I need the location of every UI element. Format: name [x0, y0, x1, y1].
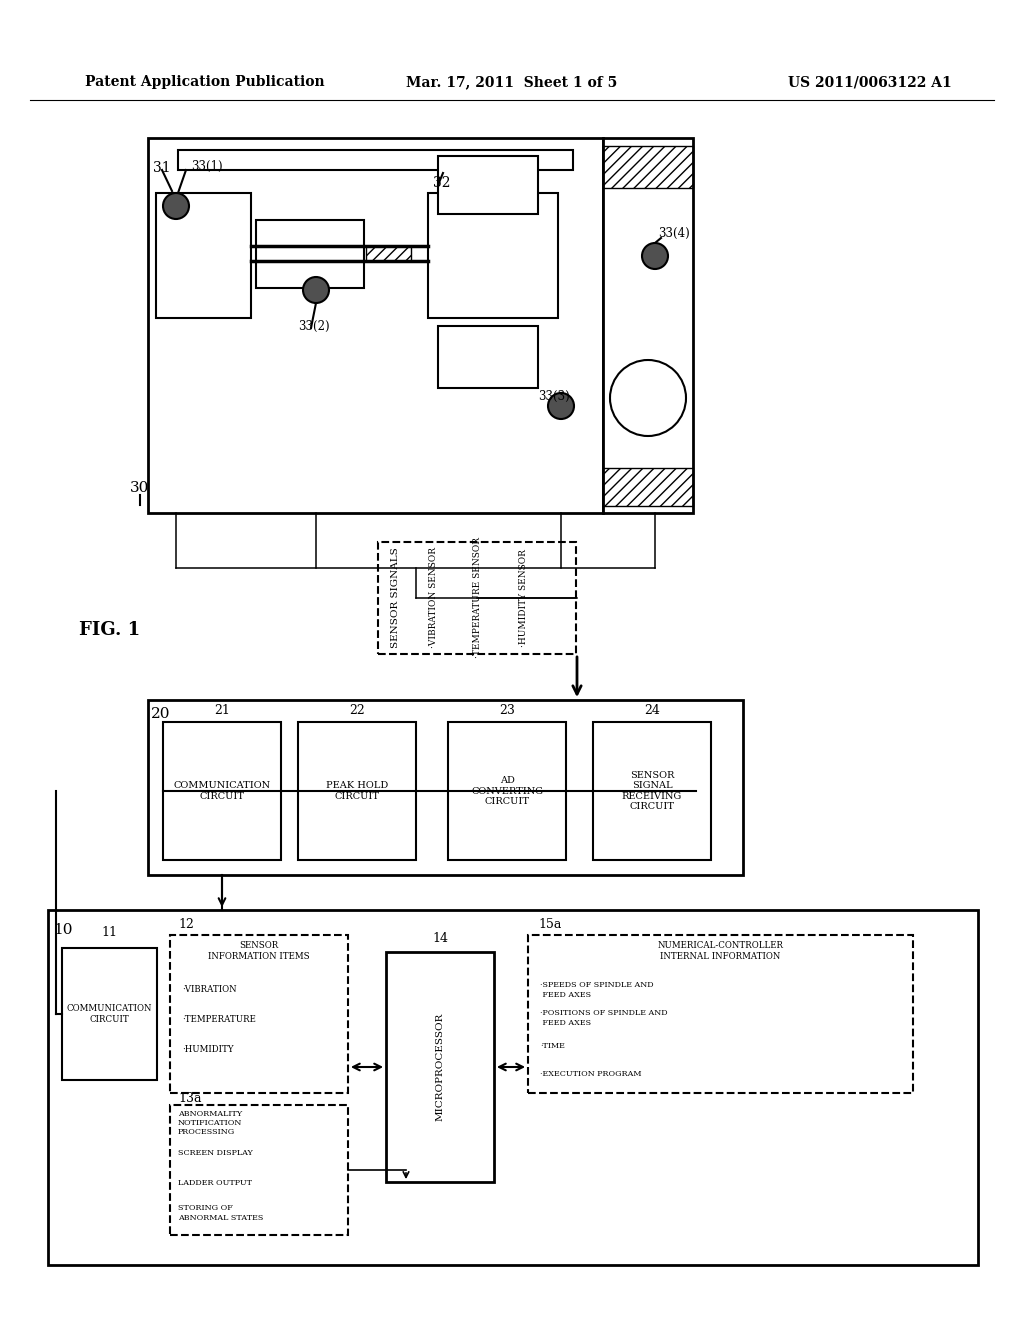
Bar	[603, 139, 693, 513]
Text: ·VIBRATION SENSOR: ·VIBRATION SENSOR	[428, 548, 437, 648]
Text: 30: 30	[130, 480, 150, 495]
Text: US 2011/0063122 A1: US 2011/0063122 A1	[788, 75, 952, 88]
Text: SCREEN DISPLAY: SCREEN DISPLAY	[178, 1148, 253, 1158]
Bar	[298, 722, 416, 861]
Bar	[603, 469, 693, 506]
Bar	[378, 543, 575, 653]
Text: 21: 21	[214, 704, 230, 717]
Text: COMMUNICATION
CIRCUIT: COMMUNICATION CIRCUIT	[173, 781, 270, 801]
Text: ·TEMPERATURE: ·TEMPERATURE	[182, 1015, 256, 1024]
Circle shape	[642, 243, 668, 269]
Text: STORING OF
ABNORMAL STATES: STORING OF ABNORMAL STATES	[178, 1204, 263, 1221]
Bar	[62, 948, 157, 1080]
Circle shape	[548, 393, 574, 418]
Text: SENSOR
INFORMATION ITEMS: SENSOR INFORMATION ITEMS	[208, 941, 310, 961]
Text: ·HUMIDITY SENSOR: ·HUMIDITY SENSOR	[518, 549, 527, 647]
Text: 33(1): 33(1)	[191, 160, 222, 173]
Text: 31: 31	[153, 161, 171, 176]
Bar	[428, 193, 558, 318]
Bar	[170, 1105, 348, 1236]
Text: ·HUMIDITY: ·HUMIDITY	[182, 1045, 233, 1055]
Text: 13a: 13a	[178, 1092, 202, 1105]
Text: COMMUNICATION
CIRCUIT: COMMUNICATION CIRCUIT	[67, 1005, 153, 1024]
Text: 11: 11	[101, 925, 118, 939]
Text: Mar. 17, 2011  Sheet 1 of 5: Mar. 17, 2011 Sheet 1 of 5	[407, 75, 617, 88]
Circle shape	[303, 277, 329, 304]
Text: 14: 14	[432, 932, 449, 945]
Text: 12: 12	[178, 919, 194, 932]
Text: ·SPEEDS OF SPINDLE AND
 FEED AXES: ·SPEEDS OF SPINDLE AND FEED AXES	[540, 981, 653, 999]
Bar	[48, 909, 978, 1265]
Text: 10: 10	[53, 923, 73, 937]
Bar	[163, 722, 281, 861]
Text: NUMERICAL-CONTROLLER
INTERNAL INFORMATION: NUMERICAL-CONTROLLER INTERNAL INFORMATIO…	[657, 941, 783, 961]
Bar	[156, 193, 251, 318]
Text: ·EXECUTION PROGRAM: ·EXECUTION PROGRAM	[540, 1071, 641, 1078]
Text: 20: 20	[151, 708, 171, 721]
Text: ·POSITIONS OF SPINDLE AND
 FEED AXES: ·POSITIONS OF SPINDLE AND FEED AXES	[540, 1010, 668, 1027]
Text: 23: 23	[499, 704, 515, 717]
Bar	[366, 246, 411, 261]
Text: ·TIME: ·TIME	[540, 1041, 565, 1049]
Bar	[438, 326, 538, 388]
Text: 22: 22	[349, 704, 365, 717]
Text: 15a: 15a	[538, 919, 561, 932]
Circle shape	[610, 360, 686, 436]
Bar	[148, 139, 603, 513]
Text: PEAK HOLD
CIRCUIT: PEAK HOLD CIRCUIT	[326, 781, 388, 801]
Text: 33(2): 33(2)	[298, 319, 330, 333]
Bar	[256, 220, 364, 288]
Text: MICROPROCESSOR: MICROPROCESSOR	[435, 1012, 444, 1121]
Text: 33(4): 33(4)	[658, 227, 690, 239]
Bar	[148, 700, 743, 875]
Text: SENSOR SIGNALS: SENSOR SIGNALS	[391, 548, 400, 648]
Text: ABNORMALITY
NOTIFICATION
PROCESSING: ABNORMALITY NOTIFICATION PROCESSING	[178, 1110, 243, 1137]
Bar	[528, 935, 913, 1093]
Text: 33(3): 33(3)	[538, 389, 569, 403]
Text: ·TEMPERATURE SENSOR: ·TEMPERATURE SENSOR	[473, 537, 482, 659]
Circle shape	[163, 193, 189, 219]
Bar	[603, 147, 693, 187]
Bar	[593, 722, 711, 861]
Text: ·VIBRATION: ·VIBRATION	[182, 986, 237, 994]
Bar	[170, 935, 348, 1093]
Bar	[178, 150, 573, 170]
Text: FIG. 1: FIG. 1	[80, 620, 140, 639]
Text: Patent Application Publication: Patent Application Publication	[85, 75, 325, 88]
Text: SENSOR
SIGNAL
RECEIVING
CIRCUIT: SENSOR SIGNAL RECEIVING CIRCUIT	[622, 771, 682, 810]
Text: 24: 24	[644, 704, 659, 717]
Text: AD
CONVERTING
CIRCUIT: AD CONVERTING CIRCUIT	[471, 776, 543, 807]
Text: 32: 32	[433, 176, 451, 190]
Bar	[438, 156, 538, 214]
Text: LADDER OUTPUT: LADDER OUTPUT	[178, 1179, 252, 1187]
Bar	[449, 722, 566, 861]
Bar	[386, 952, 494, 1181]
